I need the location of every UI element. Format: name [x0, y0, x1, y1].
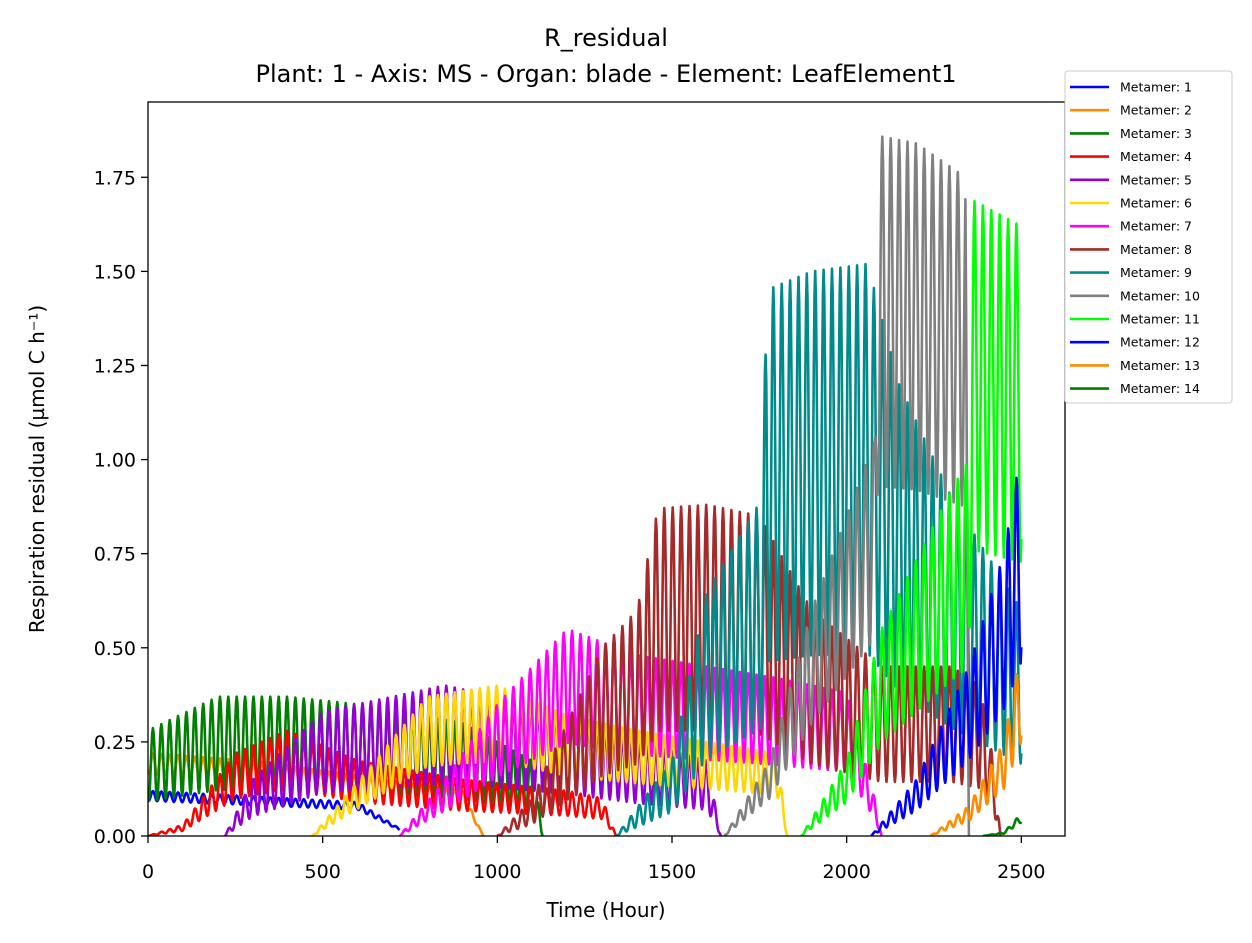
legend-label: Metamer: 11 [1120, 312, 1200, 327]
legend-label: Metamer: 14 [1120, 381, 1200, 396]
y-axis: 0.00 0.25 0.50 0.75 1.00 1.25 1.50 1.75 [94, 167, 148, 848]
series-line-metamer-9 [615, 262, 1023, 836]
series-layer [148, 135, 1023, 836]
chart-subtitle: Plant: 1 - Axis: MS - Organ: blade - Ele… [255, 60, 956, 88]
y-tick-label: 0.00 [94, 826, 136, 848]
x-tick-label: 1500 [648, 861, 696, 883]
legend-label: Metamer: 12 [1120, 335, 1200, 350]
y-tick-label: 1.50 [94, 261, 136, 283]
series-line-metamer-14 [982, 817, 1023, 836]
legend-label: Metamer: 7 [1120, 219, 1192, 234]
x-tick-label: 500 [305, 861, 341, 883]
x-tick-label: 0 [142, 861, 154, 883]
legend-label: Metamer: 9 [1120, 265, 1192, 280]
series-line-metamer-10 [723, 135, 971, 836]
y-tick-label: 1.25 [94, 355, 136, 377]
legend-label: Metamer: 4 [1120, 149, 1192, 164]
x-tick-label: 2000 [822, 861, 870, 883]
y-tick-label: 0.75 [94, 544, 136, 566]
y-tick-label: 1.75 [94, 167, 136, 189]
legend-label: Metamer: 13 [1120, 358, 1200, 373]
legend: Metamer: 1 Metamer: 2 Metamer: 3 Metamer: 4… [1064, 70, 1233, 404]
legend-label: Metamer: 1 [1120, 80, 1192, 95]
series-line-metamer-12 [870, 476, 1023, 836]
y-tick-label: 0.25 [94, 732, 136, 754]
plot-frame [147, 101, 1066, 837]
legend-label: Metamer: 8 [1120, 242, 1192, 257]
y-axis-label: Respiration residual (µmol C h⁻¹) [25, 305, 49, 633]
legend-label: Metamer: 2 [1120, 103, 1192, 118]
x-axis: 0 500 1000 1500 2000 2500 [142, 836, 1046, 883]
x-axis-label: Time (Hour) [545, 898, 665, 922]
series-line-metamer-11 [800, 199, 1023, 836]
legend-box [1064, 70, 1233, 404]
x-tick-label: 1000 [473, 861, 521, 883]
y-tick-label: 1.00 [94, 450, 136, 472]
legend-label: Metamer: 3 [1120, 126, 1192, 141]
chart-title: R_residual [544, 24, 668, 52]
series-line-metamer-6 [311, 684, 789, 836]
legend-label: Metamer: 5 [1120, 172, 1192, 187]
legend-label: Metamer: 10 [1120, 288, 1200, 303]
x-tick-label: 2500 [997, 861, 1045, 883]
y-tick-label: 0.50 [94, 638, 136, 660]
series-line-metamer-13 [929, 672, 1023, 836]
legend-label: Metamer: 6 [1120, 196, 1192, 211]
